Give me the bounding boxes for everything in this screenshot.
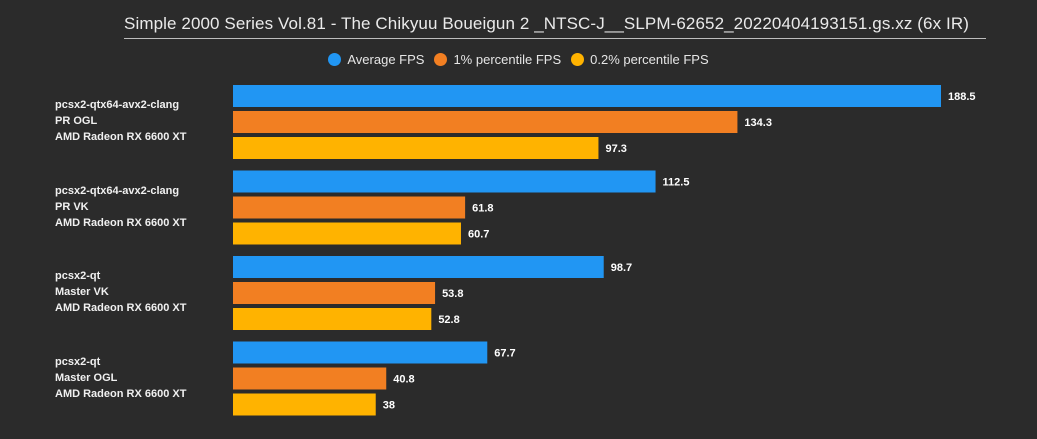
category-label-line: PR OGL [55, 115, 98, 127]
bar[interactable] [233, 393, 376, 416]
category-label: pcsx2-qtx64-avx2-clang PR VK AMD Radeon RX… [55, 183, 186, 231]
legend-label-1pct-fps: 1% percentile FPS [453, 52, 562, 67]
category-label-line: Master VK [55, 286, 109, 298]
category-label: pcsx2-qt Master OGL AMD Radeon RX 6600 XT [55, 354, 186, 402]
bar-value-label: 188.5 [948, 91, 976, 103]
category-label-line: pcsx2-qtx64-avx2-clang [55, 99, 180, 111]
category-label: pcsx2-qt Master VK AMD Radeon RX 6600 XT [55, 268, 186, 316]
category-label-line: AMD Radeon RX 6600 XT [55, 216, 187, 229]
legend-item-02pct-fps[interactable]: 0.2% percentile FPS [571, 52, 709, 67]
legend-item-1pct-fps[interactable]: 1% percentile FPS [434, 52, 561, 67]
category-label-line: pcsx2-qt [55, 355, 101, 368]
legend-swatch-02pct-fps [571, 53, 585, 66]
bar-value-label: 134.3 [744, 117, 772, 129]
category-label-line: AMD Radeon RX 6600 XT [55, 131, 187, 143]
bar-value-label: 38 [383, 400, 395, 412]
category-label: pcsx2-qtx64-avx2-clang PR OGL AMD Radeon R… [55, 97, 186, 145]
legend-swatch-1pct-fps [434, 53, 448, 66]
bar[interactable] [233, 170, 656, 193]
category-label-line: Master OGL [55, 371, 118, 384]
bar-value-label: 98.7 [611, 262, 632, 274]
category-label-line: PR VK [55, 200, 89, 213]
bar[interactable] [233, 85, 941, 107]
chart-title-container: Simple 2000 Series Vol.81 - The Chikyuu … [124, 14, 986, 39]
chart-legend: Average FPS 1% percentile FPS 0.2% perce… [0, 52, 1037, 67]
chart-title: Simple 2000 Series Vol.81 - The Chikyuu … [124, 14, 969, 33]
legend-item-average-fps[interactable]: Average FPS [328, 52, 424, 67]
bar-value-label: 53.8 [442, 288, 463, 300]
bar[interactable] [233, 308, 432, 330]
category-label-line: pcsx2-qt [55, 270, 101, 282]
legend-swatch-average-fps [328, 53, 342, 66]
bar[interactable] [233, 282, 436, 304]
bar-value-label: 112.5 [663, 177, 690, 189]
bar[interactable] [233, 367, 387, 390]
legend-label-02pct-fps: 0.2% percentile FPS [590, 52, 709, 67]
bar-value-label: 97.3 [605, 143, 626, 155]
category-label-line: AMD Radeon RX 6600 XT [55, 302, 187, 314]
bar-value-label: 60.7 [468, 229, 489, 241]
bar-value-label: 40.8 [393, 374, 414, 386]
bar[interactable] [233, 222, 461, 245]
bar-value-label: 61.8 [472, 203, 493, 215]
bar[interactable] [233, 256, 604, 278]
bar[interactable] [233, 137, 599, 159]
legend-label-average-fps: Average FPS [347, 52, 425, 67]
category-label-line: pcsx2-qtx64-avx2-clang [55, 184, 180, 197]
bar[interactable] [233, 111, 738, 133]
bar-value-label: 67.7 [494, 348, 515, 360]
bar-value-label: 52.8 [438, 314, 459, 326]
bar[interactable] [233, 196, 466, 219]
category-label-line: AMD Radeon RX 6600 XT [55, 387, 187, 400]
bar[interactable] [233, 341, 488, 364]
